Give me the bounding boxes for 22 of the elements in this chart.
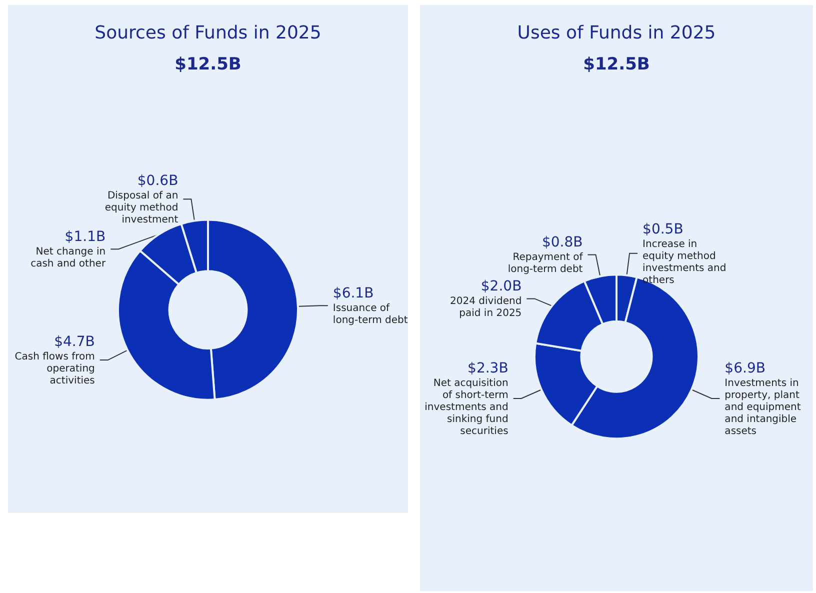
chart-subtitle: $12.5B bbox=[174, 54, 242, 74]
slice-label: Issuance of long-term debt bbox=[332, 303, 408, 326]
slice-label: Increase in equity method investments and others bbox=[642, 238, 726, 286]
slice-label: Investments in property, plant and equipment and intangible assets bbox=[724, 378, 801, 437]
data-label: $1.1B bbox=[64, 229, 106, 246]
data-label: $0.8B bbox=[542, 234, 583, 251]
data-label: $2.0B bbox=[480, 278, 522, 295]
chart-title: Sources of Funds in 2025 bbox=[94, 22, 322, 44]
slice-label: Net acquisition of short-term investments and sinking fund securities bbox=[424, 378, 508, 437]
data-label: $6.9B bbox=[724, 360, 766, 376]
data-label: $2.3B bbox=[468, 360, 508, 376]
slice-label: Cash flows from operating activities bbox=[14, 352, 95, 387]
chart-subtitle: $12.5B bbox=[583, 54, 650, 74]
data-label: $0.6B bbox=[137, 173, 178, 190]
slice-label: Repayment of long-term debt bbox=[508, 252, 584, 276]
data-label: $0.5B bbox=[642, 221, 684, 238]
slice-label: Net change in cash and other bbox=[30, 246, 106, 270]
data-label: $4.7B bbox=[54, 334, 95, 350]
slice-label: 2024 dividend paid in 2025 bbox=[450, 296, 522, 320]
chart-title: Uses of Funds in 2025 bbox=[517, 22, 716, 44]
slice-label: Disposal of an equity method investment bbox=[104, 190, 178, 226]
data-label: $6.1B bbox=[332, 286, 374, 302]
